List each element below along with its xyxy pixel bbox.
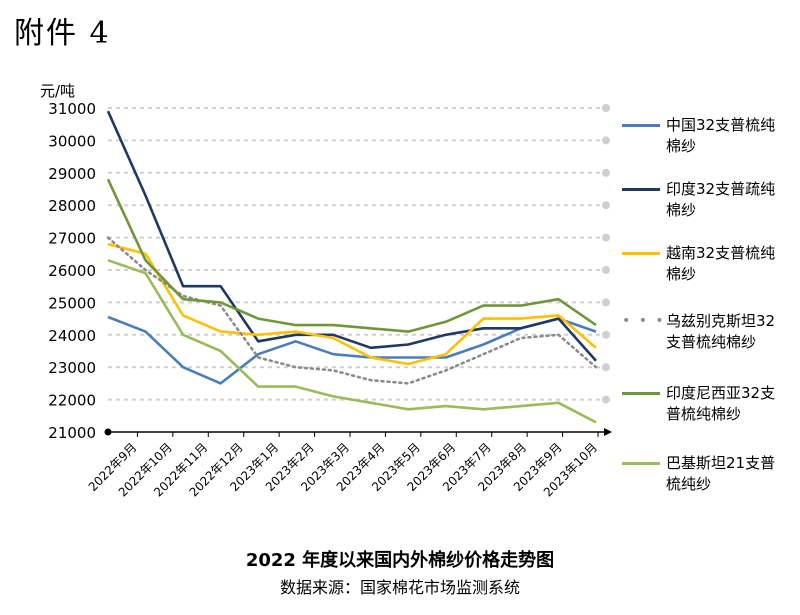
grid-end-dot [602,363,610,372]
legend-label: 越南32支普梳纯棉纱 [666,244,776,283]
y-tick-label: 22000 [48,392,96,410]
x-axis: 2022年9月2022年10月2022年11月2022年12月2023年1月20… [86,432,600,499]
series-line-5 [107,259,597,424]
legend-label: 中国32支普梳纯棉纱 [666,116,776,155]
legend-item: 越南32支普梳纯棉纱 [622,243,792,303]
legend-label: 印度尼西亚32支普梳纯棉纱 [666,384,776,423]
grid-end-dot [602,330,610,339]
page-title: 附件 4 [14,16,111,51]
grid-end-dot [602,233,610,242]
y-tick-label: 28000 [48,197,96,215]
legend-swatch [622,124,660,127]
y-axis-label: 元/吨 [40,82,75,100]
legend-item: • • • • 乌兹别克斯坦32支普梳纯棉纱 [622,311,792,371]
legend-swatch [622,392,660,395]
x-axis-arrow [604,428,612,436]
legend-item: 巴基斯坦21支普梳纯纱 [622,453,792,513]
y-tick-label: 30000 [48,132,96,150]
legend-swatch [622,188,660,191]
x-axis-origin [104,428,112,436]
series-line-0 [107,315,597,385]
grid-end-dot [602,136,610,145]
y-tick-label: 29000 [48,165,96,183]
y-tick-label: 23000 [48,359,96,377]
series-line-3 [106,236,598,385]
y-tick-label: 24000 [48,327,96,345]
grid-end-dot [602,201,610,210]
legend-label: 巴基斯坦21支普梳纯纱 [666,454,776,493]
legend-item: 中国32支普梳纯棉纱 [622,115,792,175]
y-tick-label: 31000 [48,100,96,118]
series-line-2 [107,242,597,366]
y-tick-label: 26000 [48,262,96,280]
legend-item: 印度32支普疏纯棉纱 [622,179,792,239]
y-tick-label: 21000 [48,424,96,442]
legend-item: 印度尼西亚32支普梳纯棉纱 [622,383,792,443]
legend-label: 印度32支普疏纯棉纱 [666,180,776,219]
grid-end-dot [602,104,610,112]
y-axis: 21000 22000 23000 24000 25000 26000 27000 28000… [48,100,96,442]
legend-swatch [622,462,660,465]
grid-end-dot [602,168,610,177]
legend-swatch [622,252,660,255]
grid [104,104,612,436]
series-lines [106,110,598,424]
y-tick-label: 27000 [48,230,96,248]
y-tick-label: 25000 [48,294,96,312]
chart-source: 数据来源：国家棉花市场监测系统 [279,578,520,597]
grid-end-dot [602,395,610,404]
chart-title: 2022 年度以来国内外棉纱价格走势图 [245,550,555,571]
series-line-4 [106,178,597,333]
legend-label: 乌兹别克斯坦32支普梳纯棉纱 [666,312,776,351]
grid-end-dot [602,266,610,274]
series-line-1 [106,110,597,362]
grid-end-dot [602,298,610,307]
